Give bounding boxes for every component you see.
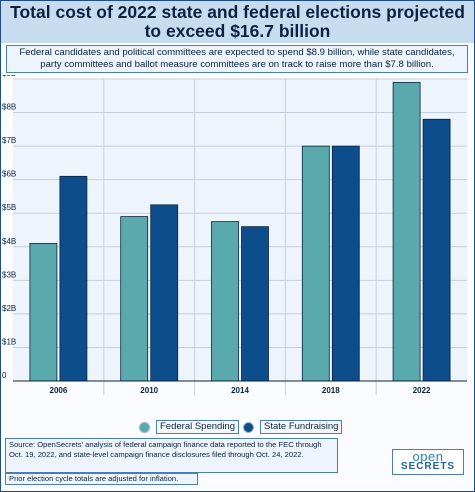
bar-state bbox=[59, 175, 88, 382]
legend-item-state: State Fundraising bbox=[243, 420, 343, 434]
bar-state bbox=[150, 204, 179, 382]
y-tick-label: $4B bbox=[2, 237, 16, 246]
bar-federal bbox=[301, 145, 330, 382]
legend-label-federal: Federal Spending bbox=[156, 420, 239, 434]
bar-federal bbox=[392, 81, 421, 382]
bar-state bbox=[331, 145, 360, 382]
inflation-note: Prior election cycle totals are adjusted… bbox=[5, 473, 198, 485]
x-tick-label: 2010 bbox=[140, 386, 158, 395]
legend-label-state: State Fundraising bbox=[260, 420, 343, 434]
bar-chart: 0 $1B $2B $3B $4B $5B $6B $7B $8B $9B 2006 2010 2014… bbox=[2, 69, 467, 395]
y-tick-label: $1B bbox=[2, 337, 16, 346]
chart-area: 0 $1B $2B $3B $4B $5B $6B $7B $8B $9B 2006 2010 2014… bbox=[1, 69, 474, 401]
logo-open-text: open bbox=[412, 449, 444, 464]
y-tick-label: 0 bbox=[2, 371, 7, 380]
bar-federal bbox=[211, 221, 239, 382]
chart-title: Total cost of 2022 state and federal ele… bbox=[1, 1, 474, 43]
legend-swatch-state bbox=[243, 421, 254, 433]
x-tick-label: 2022 bbox=[413, 386, 431, 395]
bar-state bbox=[241, 226, 269, 382]
y-tick-label: $5B bbox=[2, 203, 16, 212]
bar-federal bbox=[29, 243, 58, 382]
bar-state bbox=[422, 118, 451, 382]
logo-secrets-text: SECRETS bbox=[400, 461, 456, 472]
y-tick-label: $8B bbox=[2, 103, 16, 112]
chart-subtitle: Federal candidates and political committ… bbox=[6, 45, 468, 73]
y-tick-label: $7B bbox=[2, 136, 16, 145]
y-tick-label: $6B bbox=[2, 170, 16, 179]
x-tick-label: 2006 bbox=[50, 386, 68, 395]
y-tick-label: $9B bbox=[2, 75, 16, 78]
y-tick-label: $2B bbox=[2, 304, 16, 313]
x-tick-label: 2018 bbox=[322, 386, 340, 395]
x-tick-label: 2014 bbox=[231, 386, 249, 395]
plot-background bbox=[13, 79, 467, 381]
bar-federal bbox=[120, 216, 149, 382]
source-note: Source: OpenSecrets' analysis of federal… bbox=[5, 438, 338, 473]
opensecrets-logo: open SECRETS bbox=[392, 449, 464, 475]
y-tick-label: $3B bbox=[2, 270, 16, 279]
legend-item-federal: Federal Spending bbox=[139, 420, 239, 434]
legend-swatch-federal bbox=[139, 421, 150, 433]
chart-legend: Federal Spending State Fundraising bbox=[1, 420, 474, 434]
